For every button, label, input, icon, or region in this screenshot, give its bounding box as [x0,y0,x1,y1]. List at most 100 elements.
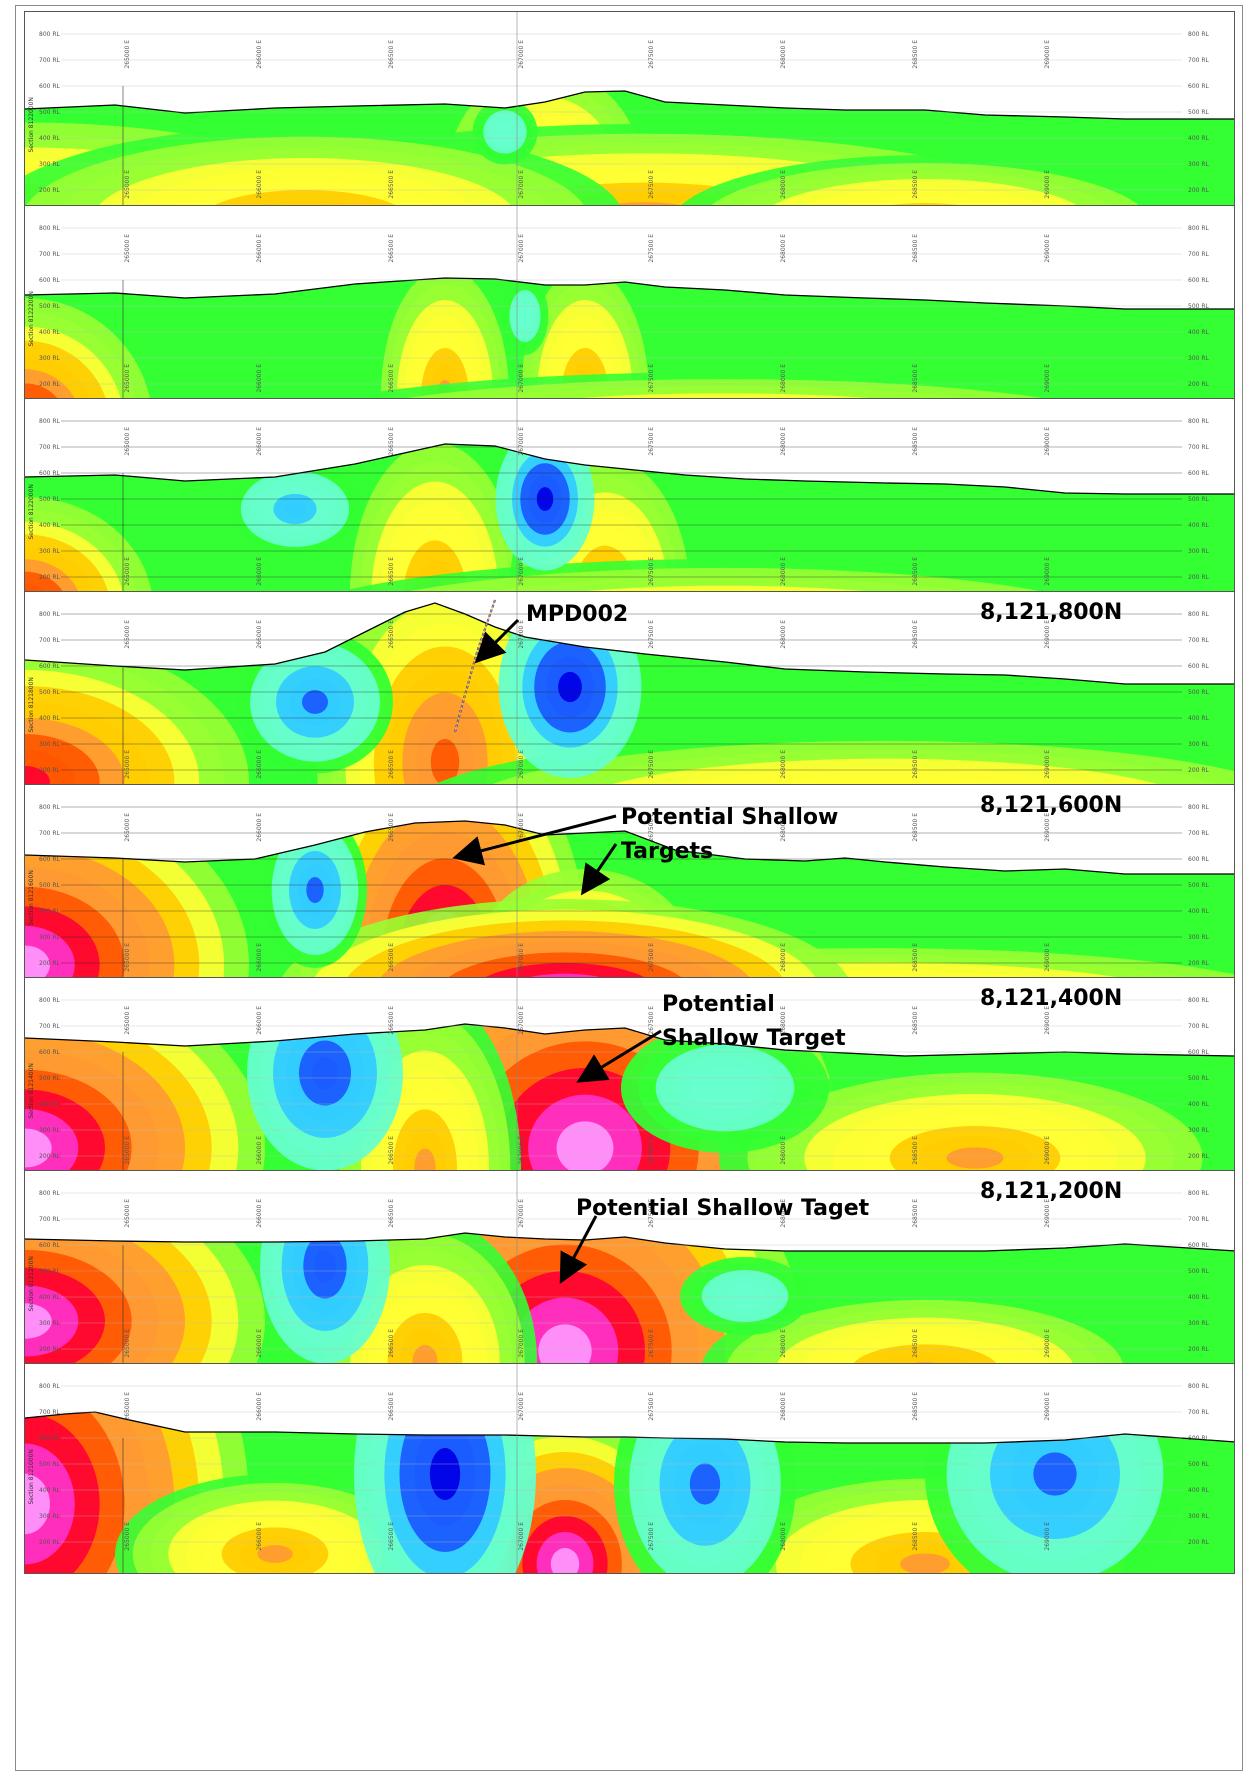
anomaly-contour [556,1121,614,1175]
easting-label: 266500 E [388,234,395,263]
easting-label: 269000 E [1044,234,1051,263]
rl-label-left: 500 RL [39,496,61,503]
easting-label: 266500 E [388,620,395,649]
rl-label-right: 700 RL [1188,830,1210,837]
anomaly-contour [521,309,529,323]
rl-label-left: 800 RL [39,418,61,425]
rl-label-right: 300 RL [1188,741,1210,748]
topography-line [25,277,1234,310]
rl-label-right: 200 RL [1188,187,1210,194]
potential-shallow-taget-label: Potential Shallow Taget [576,1196,870,1221]
rl-label-left: 700 RL [39,444,61,451]
rl-label-left: 500 RL [39,882,61,889]
rl-label-right: 400 RL [1188,908,1210,915]
easting-label: 269000 E [1044,1006,1051,1035]
easting-label: 266000 E [256,557,263,586]
easting-label: 266000 E [256,40,263,69]
easting-label: 265000 E [124,943,131,972]
rl-label-left: 400 RL [39,1487,61,1494]
figure-frame: 800 RL 800 RL 700 RL 700 RL 600 RL 600 RL 500 … [15,5,1243,1771]
rl-label-right: 400 RL [1188,522,1210,529]
easting-label: 268000 E [780,1199,787,1228]
anomaly-contour [25,1128,52,1168]
rl-label-left: 800 RL [39,1383,61,1390]
section-northing-label: 8,121,200N [980,1179,1123,1204]
easting-label: 267000 E [518,943,525,972]
rl-label-left: 700 RL [39,57,61,64]
rl-label-left: 300 RL [39,1320,61,1327]
rl-label-left: 600 RL [39,1435,61,1442]
anomaly-contour [430,738,460,786]
easting-label: 269000 E [1044,364,1051,393]
easting-label: 268500 E [912,943,919,972]
rl-label-right: 500 RL [1188,496,1210,503]
rl-label-left: 600 RL [39,1049,61,1056]
easting-label: 267500 E [648,943,655,972]
rl-label-right: 300 RL [1188,934,1210,941]
rl-label-left: 200 RL [39,1346,61,1353]
easting-label: 269000 E [1044,1392,1051,1421]
rl-label-right: 300 RL [1188,161,1210,168]
anomaly-contour [499,126,511,138]
easting-label: 268500 E [912,1136,919,1165]
rl-label-right: 200 RL [1188,381,1210,388]
easting-label: 266000 E [256,943,263,972]
easting-label: 267500 E [648,170,655,199]
topography-line [25,1023,1234,1057]
anomaly-contour [25,1473,50,1535]
rl-label-right: 600 RL [1188,856,1210,863]
easting-label: 267500 E [648,750,655,779]
rl-label-left: 200 RL [39,574,61,581]
easting-label: 268000 E [780,40,787,69]
section-side-label: Section 8121400N [28,1063,35,1118]
easting-label: 268000 E [780,1136,787,1165]
rl-label-right: 500 RL [1188,1461,1210,1468]
section-northing-label: 8,121,600N [980,793,1123,818]
easting-label: 268000 E [780,1522,787,1551]
rl-label-right: 500 RL [1188,1268,1210,1275]
rl-label-left: 300 RL [39,355,61,362]
rl-label-right: 300 RL [1188,1320,1210,1327]
section-side-label: Section 8122200N [28,291,35,346]
anomaly-contour [429,1448,461,1500]
easting-label: 268000 E [780,1392,787,1421]
rl-label-left: 800 RL [39,225,61,232]
rl-label-left: 200 RL [39,381,61,388]
easting-label: 265000 E [124,1329,131,1358]
section-plot: 800 RL 800 RL 700 RL 700 RL 600 RL 600 RL 500 … [25,1364,1234,1573]
easting-label: 268000 E [780,557,787,586]
anomaly-contour [284,501,306,517]
easting-label: 266500 E [388,750,395,779]
easting-label: 266500 E [388,40,395,69]
rl-label-left: 400 RL [39,715,61,722]
potential-shallow-targets-label: Targets [621,839,714,864]
rl-label-right: 200 RL [1188,1346,1210,1353]
anomaly-contour [25,1443,75,1565]
rl-label-right: 400 RL [1188,715,1210,722]
easting-label: 266000 E [256,1199,263,1228]
rl-label-right: 500 RL [1188,109,1210,116]
drillhole-label: MPD002 [526,602,629,627]
easting-label: 265000 E [124,1522,131,1551]
rl-label-left: 800 RL [39,804,61,811]
easting-label: 266000 E [256,750,263,779]
easting-label: 268500 E [912,1329,919,1358]
anomaly-contour [25,1108,79,1187]
anomaly-contour [946,1147,1004,1169]
rl-label-left: 200 RL [39,960,61,967]
easting-label: 269000 E [1044,1136,1051,1165]
section-side-label: Section 8122000N [28,97,35,152]
rl-label-left: 600 RL [39,277,61,284]
rl-label-left: 300 RL [39,548,61,555]
section-panel: 800 RL 800 RL 700 RL 700 RL 600 RL 600 RL 500 … [24,977,1235,1188]
easting-label: 267000 E [518,40,525,69]
easting-label: 267500 E [648,427,655,456]
rl-label-right: 700 RL [1188,444,1210,451]
easting-label: 267500 E [648,620,655,649]
easting-label: 268000 E [780,1329,787,1358]
anomaly-contour [1033,1452,1077,1496]
easting-label: 269000 E [1044,170,1051,199]
section-plot: 800 RL 800 RL 700 RL 700 RL 600 RL 600 RL 500 … [25,206,1234,415]
rl-label-left: 400 RL [39,1294,61,1301]
rl-label-right: 800 RL [1188,1383,1210,1390]
